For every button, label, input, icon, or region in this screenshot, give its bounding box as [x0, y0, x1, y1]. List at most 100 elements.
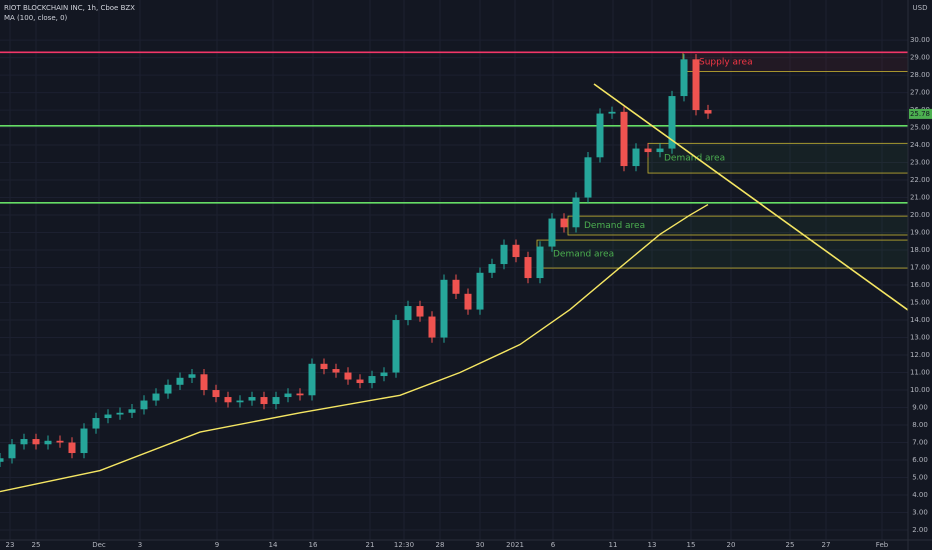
- y-tick-label: 4.00: [912, 491, 928, 499]
- y-tick-label: 27.00: [910, 89, 930, 97]
- candle-body: [236, 400, 244, 403]
- zone-label: Supply area: [699, 57, 753, 67]
- zone-label: Demand area: [584, 221, 645, 231]
- candle-body: [608, 111, 616, 114]
- candle-body: [20, 439, 28, 445]
- y-tick-label: 11.00: [910, 369, 930, 377]
- x-tick-label: 15: [687, 541, 696, 549]
- candle-body: [692, 59, 700, 111]
- candle-body: [284, 393, 292, 398]
- y-tick-label: 25.00: [910, 124, 930, 132]
- y-tick-label: 19.00: [910, 229, 930, 237]
- zone-label: Demand area: [553, 250, 614, 260]
- y-tick-label: 16.00: [910, 281, 930, 289]
- x-tick-label: Dec: [92, 541, 106, 549]
- candle-body: [704, 110, 712, 114]
- axes: 2.00 3.00 4.00 5.00 6.00 7.00 8.00 9.00 10.00 11.…: [6, 36, 932, 549]
- x-tick-label: 2021: [506, 541, 524, 549]
- zone: [647, 142, 909, 174]
- x-tick-label: 27: [822, 541, 831, 549]
- y-tick-label: 22.00: [910, 176, 930, 184]
- candle-body: [404, 306, 412, 321]
- candle-body: [224, 397, 232, 403]
- candle-body: [8, 444, 16, 459]
- candle-body: [260, 397, 268, 405]
- candle-body: [248, 397, 256, 401]
- candle-body: [656, 148, 664, 153]
- y-tick-label: 15.00: [910, 299, 930, 307]
- moving-average: [0, 203, 709, 493]
- x-tick-label: 14: [269, 541, 278, 549]
- x-tick-label: Feb: [876, 541, 889, 549]
- candle-body: [524, 257, 532, 279]
- trend-line: [593, 83, 909, 311]
- y-tick-label: 14.00: [910, 316, 930, 324]
- chart-title: RIOT BLOCKCHAIN INC, 1h, Cboe BZX: [4, 4, 135, 12]
- candle-body: [560, 218, 568, 228]
- candle-body: [344, 372, 352, 380]
- candle-body: [140, 400, 148, 410]
- candle-body: [620, 111, 628, 167]
- candle-body: [32, 439, 40, 445]
- candle-body: [212, 390, 220, 398]
- candle-body: [536, 246, 544, 279]
- candle-body: [368, 376, 376, 384]
- x-tick-label: 6: [551, 541, 556, 549]
- candle-body: [164, 384, 172, 394]
- x-tick-label: 9: [215, 541, 219, 549]
- y-tick-label: 28.00: [910, 71, 930, 79]
- y-tick-label: 30.00: [910, 36, 930, 44]
- candle-body: [104, 414, 112, 419]
- candle-body: [356, 379, 364, 384]
- x-tick-label: 28: [436, 541, 445, 549]
- y-tick-label: 3.00: [912, 509, 928, 517]
- y-tick-label: 5.00: [912, 474, 928, 482]
- candle-body: [380, 372, 388, 377]
- candle-body: [0, 458, 4, 462]
- y-tick-label: 29.00: [910, 54, 930, 62]
- last-price-label: 25.78: [910, 110, 930, 118]
- candle-body: [296, 393, 304, 396]
- x-tick-label: 25: [786, 541, 795, 549]
- candle-body: [488, 264, 496, 273]
- y-tick-label: 8.00: [912, 421, 928, 429]
- x-tick-label: 23: [6, 541, 15, 549]
- zone-label: Demand area: [664, 154, 725, 164]
- x-tick-label: 3: [138, 541, 142, 549]
- y-tick-label: 6.00: [912, 456, 928, 464]
- candle-body: [176, 377, 184, 385]
- candle-body: [188, 374, 196, 378]
- candle-body: [572, 197, 580, 228]
- zones: Supply area Demand area Demand area Demand …: [536, 51, 909, 269]
- candle-body: [632, 148, 640, 167]
- y-tick-label: 7.00: [912, 439, 928, 447]
- candle-body: [428, 316, 436, 338]
- x-tick-label: 25: [32, 541, 41, 549]
- y-tick-label: 20.00: [910, 211, 930, 219]
- candle-body: [272, 397, 280, 405]
- x-tick-label: 30: [476, 541, 485, 549]
- candle-body: [476, 272, 484, 310]
- candle-body: [668, 96, 676, 149]
- y-tick-label: 18.00: [910, 246, 930, 254]
- candle-body: [548, 218, 556, 247]
- y-tick-label: 13.00: [910, 334, 930, 342]
- x-tick-label: 20: [727, 541, 736, 549]
- candle-body: [584, 157, 592, 198]
- candle-body: [452, 279, 460, 294]
- candle-body: [392, 320, 400, 373]
- indicator-label: MA (100, close, 0): [4, 14, 68, 22]
- x-tick-label: 11: [609, 541, 618, 549]
- candle-body: [512, 244, 520, 258]
- grid: [0, 0, 908, 540]
- candle-body: [416, 306, 424, 317]
- candle-body: [596, 113, 604, 158]
- candle-body: [56, 440, 64, 443]
- currency: USD: [913, 4, 928, 12]
- plot: [0, 51, 909, 493]
- candle-body: [464, 293, 472, 310]
- y-tick-label: 9.00: [912, 404, 928, 412]
- candle-body: [80, 428, 88, 454]
- y-tick-label: 21.00: [910, 194, 930, 202]
